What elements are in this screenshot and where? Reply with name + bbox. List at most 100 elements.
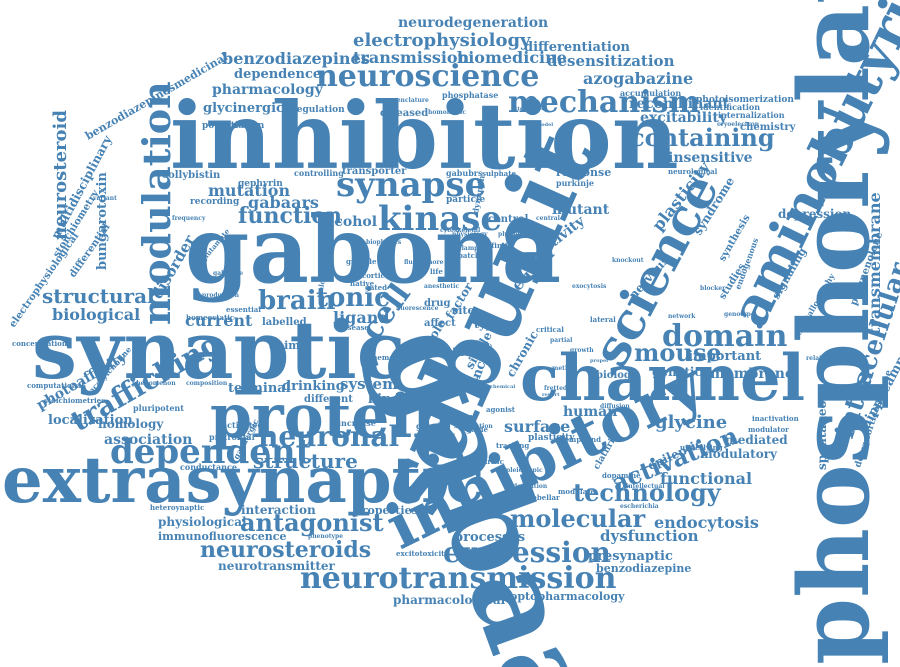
word: modulate	[558, 487, 595, 496]
word: stimulation	[454, 423, 493, 430]
word: blocker	[700, 285, 726, 292]
word: drinking	[282, 379, 345, 394]
word: potentiation	[202, 121, 265, 131]
word: tracking	[496, 441, 529, 450]
word: properties	[354, 504, 418, 517]
word: type	[474, 318, 500, 331]
word: report	[542, 392, 560, 398]
word: structure	[253, 449, 358, 473]
word: attenuation	[512, 106, 545, 112]
word: important	[688, 349, 761, 364]
word: genotype	[724, 311, 755, 318]
word: identification	[700, 102, 760, 112]
word: transporter	[342, 166, 407, 177]
word: cryoelectron	[717, 121, 760, 128]
word: azogabazine	[583, 69, 693, 88]
word: method	[552, 365, 578, 372]
word: escherichia	[620, 503, 659, 510]
word: patch	[458, 251, 480, 260]
word: gated	[365, 283, 387, 292]
word: pleiotropic	[506, 467, 543, 474]
word: excitability	[640, 110, 728, 126]
word: proper	[590, 358, 609, 364]
word: depression	[778, 207, 851, 221]
word: association	[104, 432, 192, 448]
word: neurodegeneration	[398, 15, 548, 31]
word: fluorophore	[404, 259, 444, 266]
word: pharmacology	[212, 82, 324, 98]
word: steroid	[388, 402, 420, 412]
word: focal	[474, 386, 488, 392]
word: benzodiazepine	[596, 562, 691, 575]
word: alcohol	[320, 214, 377, 230]
word: stoichiometries	[44, 396, 105, 405]
word: anesthetic	[424, 283, 459, 290]
word: homeostatic	[186, 313, 234, 322]
word: different	[304, 394, 353, 405]
word: fluorescence	[396, 305, 439, 312]
word: optopharmacology	[510, 590, 625, 603]
word: dependence	[234, 67, 321, 82]
word: increase	[338, 418, 376, 428]
word: concentration	[12, 339, 67, 348]
word: gabaars	[248, 193, 319, 212]
word: animal	[269, 339, 311, 352]
word: biology	[596, 370, 638, 381]
word: system	[340, 375, 398, 393]
word: labelled	[262, 317, 307, 328]
word: intellectual	[626, 483, 665, 490]
word: pluripotent	[133, 403, 184, 413]
word: affinity	[484, 241, 513, 250]
word: critical	[536, 325, 564, 334]
word: conductance	[180, 462, 237, 472]
word: gabab	[416, 421, 444, 431]
word: frequency	[172, 215, 206, 222]
word: terminal	[228, 381, 291, 396]
word: insensitive	[668, 150, 753, 166]
word: processes	[454, 530, 525, 545]
word: genetic	[652, 365, 702, 379]
word: basic	[470, 275, 490, 284]
word: photobleaching	[498, 231, 551, 238]
word: composition	[186, 380, 228, 387]
word: benzodiazepines	[222, 49, 370, 68]
word: exocytosis	[572, 283, 607, 290]
word: diseased	[380, 108, 428, 119]
word: biological	[52, 305, 140, 324]
word: modulator	[748, 425, 789, 434]
word: physiology	[452, 231, 488, 238]
word: residue	[433, 346, 479, 359]
word: mediated	[725, 433, 788, 447]
word: bungarotoxin	[95, 172, 110, 270]
word: differentiation	[524, 40, 631, 55]
word: variant	[92, 195, 117, 202]
word: regulation	[292, 105, 345, 115]
word: spontaneous	[815, 385, 829, 470]
word: knockout	[612, 257, 644, 264]
word: memory	[370, 353, 403, 362]
word: mutant	[552, 202, 610, 218]
word: homomeric	[428, 109, 466, 116]
word: network	[668, 313, 696, 320]
word: transmission	[353, 48, 470, 67]
word: underlying	[680, 443, 723, 452]
word: pharmacological	[393, 593, 506, 607]
word: recording	[190, 197, 240, 207]
word: accumulation	[620, 88, 681, 98]
word: label	[462, 377, 479, 384]
word: growth	[570, 347, 594, 354]
word: neurological	[668, 167, 718, 176]
word: controlling	[294, 168, 344, 178]
word: computational	[27, 381, 84, 390]
word: immunofluorescence	[158, 530, 287, 543]
word: localization	[48, 413, 133, 428]
word: fretted	[544, 385, 568, 392]
word: purkinje	[556, 178, 594, 188]
word: functional	[660, 469, 752, 488]
word: gephyrin	[238, 179, 283, 189]
word: relationship	[806, 355, 847, 362]
word: dendritic	[468, 457, 504, 466]
word: essential	[226, 305, 261, 314]
word: nomenclature	[382, 97, 429, 104]
